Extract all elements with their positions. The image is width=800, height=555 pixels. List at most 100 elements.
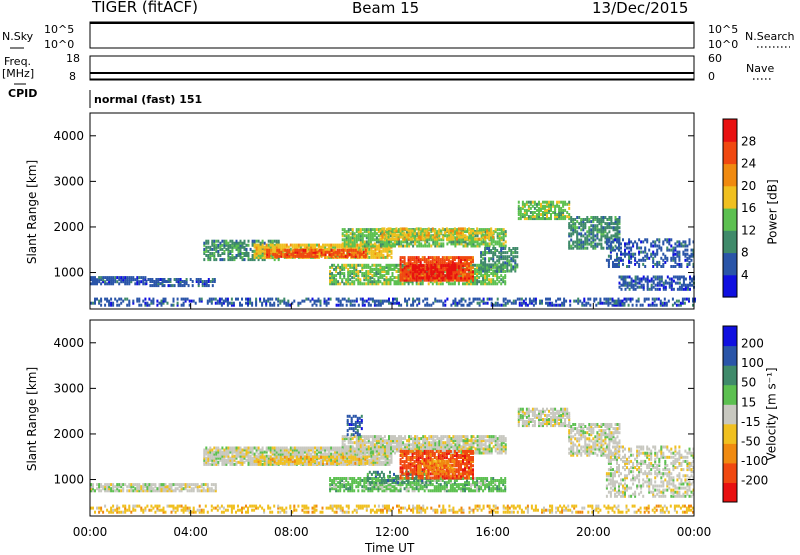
- power-cell: [270, 240, 272, 243]
- power-cell: [488, 247, 490, 250]
- velocity-cell: [261, 507, 263, 510]
- power-cell: [638, 251, 640, 254]
- power-panel: [90, 201, 696, 307]
- power-cell: [606, 238, 608, 241]
- power-cell: [483, 298, 485, 301]
- power-cell: [382, 300, 384, 303]
- velocity-cell: [152, 507, 154, 510]
- power-cell: [396, 227, 398, 230]
- power-cell: [381, 266, 383, 269]
- power-cell: [153, 280, 155, 283]
- power-cell: [503, 298, 505, 301]
- power-cell: [460, 256, 462, 259]
- velocity-cell: [612, 507, 614, 510]
- power-cell: [629, 276, 631, 279]
- velocity-cell: [527, 505, 529, 508]
- velocity-cell: [245, 511, 247, 514]
- power-cell: [664, 255, 666, 258]
- power-cell: [533, 298, 535, 301]
- power-cell: [535, 298, 537, 301]
- power-cell: [408, 242, 410, 245]
- power-cell: [651, 284, 653, 287]
- power-cell: [211, 248, 213, 251]
- power-cell: [390, 227, 392, 230]
- power-cell: [598, 243, 600, 246]
- power-cell: [684, 253, 686, 256]
- power-cell: [676, 251, 678, 254]
- power-cell: [642, 304, 644, 307]
- power-cell: [424, 276, 426, 279]
- power-cell: [546, 209, 548, 212]
- power-cell: [673, 280, 675, 283]
- power-cell: [189, 300, 191, 303]
- power-cell: [261, 302, 263, 305]
- power-cell: [281, 300, 283, 303]
- power-cell: [490, 272, 492, 275]
- power-cell: [669, 282, 671, 285]
- velocity-cell: [370, 509, 372, 512]
- power-cell: [122, 300, 124, 303]
- power-cell: [506, 251, 508, 254]
- power-cell: [465, 240, 467, 243]
- velocity-cell: [414, 507, 416, 510]
- velocity-cell: [400, 507, 402, 510]
- nsky-strip: [90, 22, 694, 48]
- power-cell: [361, 264, 363, 267]
- power-cell: [236, 254, 238, 257]
- power-cell: [452, 300, 454, 303]
- power-cell: [282, 253, 284, 256]
- power-cell: [414, 229, 416, 232]
- power-cell: [124, 298, 126, 301]
- power-cell: [388, 278, 390, 281]
- power-cell: [94, 298, 96, 301]
- power-cell: [383, 236, 385, 239]
- power-cell: [505, 230, 507, 233]
- velocity-cell: [557, 507, 559, 510]
- power-cell: [691, 253, 693, 256]
- power-cell: [678, 300, 680, 303]
- power-cell: [333, 274, 335, 277]
- velocity-cell: [442, 505, 444, 508]
- power-cell: [526, 217, 528, 220]
- power-cell: [678, 304, 680, 307]
- power-cell: [519, 302, 521, 305]
- power-cell: [373, 272, 375, 275]
- power-cell: [186, 278, 188, 281]
- power-cell: [482, 274, 484, 277]
- power-cell: [359, 249, 361, 252]
- power-cell: [534, 211, 536, 214]
- power-cell: [636, 304, 638, 307]
- power-cell: [406, 300, 408, 303]
- power-cell: [252, 250, 254, 253]
- power-cell: [487, 242, 489, 245]
- power-cell: [661, 284, 663, 287]
- power-cell: [689, 261, 691, 264]
- power-cell: [350, 300, 352, 303]
- power-cell: [357, 270, 359, 273]
- velocity-cell: [412, 505, 414, 508]
- power-cell: [528, 215, 530, 218]
- velocity-cell: [581, 511, 583, 514]
- power-cell: [410, 238, 412, 241]
- power-cell: [276, 240, 278, 243]
- power-cell: [475, 240, 477, 243]
- power-cell: [346, 230, 348, 233]
- power-cell: [210, 280, 212, 283]
- power-cell: [685, 284, 687, 287]
- power-cell: [521, 302, 523, 305]
- power-cell: [633, 284, 635, 287]
- velocity-cell: [217, 505, 219, 508]
- power-cell: [486, 247, 488, 250]
- power-cell: [364, 228, 366, 231]
- velocity-cell: [473, 509, 475, 512]
- power-cell: [584, 237, 586, 240]
- power-cell: [430, 236, 432, 239]
- power-cell: [616, 247, 618, 250]
- power-cell: [246, 244, 248, 247]
- power-cell: [420, 276, 422, 279]
- velocity-cell: [563, 509, 565, 512]
- power-cell: [372, 250, 374, 253]
- power-cell: [208, 278, 210, 281]
- power-cell: [205, 254, 207, 257]
- power-cell: [376, 304, 378, 307]
